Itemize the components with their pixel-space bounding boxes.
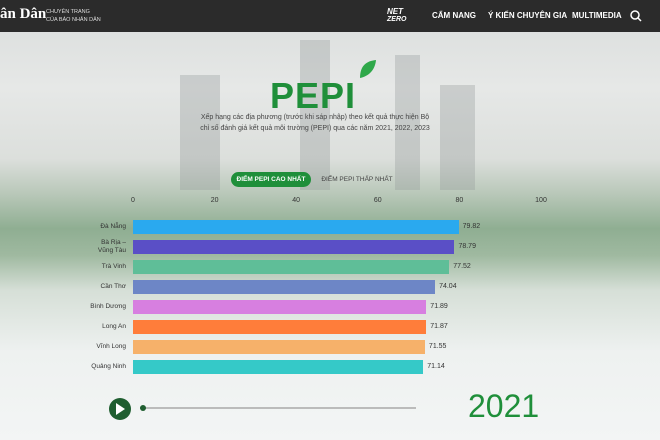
value-label: 77.52 (453, 263, 471, 270)
bar (133, 300, 427, 314)
category-label: Cần Thơ (100, 283, 126, 290)
nav-item[interactable]: MULTIMEDIA (572, 11, 622, 20)
timeline-handle[interactable] (140, 405, 146, 411)
bar (133, 280, 436, 294)
play-button[interactable] (106, 396, 134, 422)
top-nav: ân Dân CHUYÊN TRANG CỦA BÁO NHÂN DÂN NET… (0, 0, 660, 32)
bar (133, 260, 450, 274)
hero-description: Xếp hạng các địa phương (trước khi sáp n… (200, 114, 430, 132)
x-tick-label: 80 (455, 197, 464, 204)
value-label: 71.87 (430, 323, 448, 330)
value-label: 71.89 (430, 303, 448, 310)
category-label: Long An (102, 323, 126, 330)
x-tick-label: 40 (292, 197, 301, 204)
x-tick-label: 60 (373, 197, 382, 204)
value-label: 71.14 (427, 363, 445, 370)
x-tick-label: 20 (210, 197, 219, 204)
hero-title: PEPI (270, 75, 357, 116)
value-label: 78.79 (458, 243, 476, 250)
leaf-icon (360, 60, 376, 78)
bar (133, 340, 425, 354)
value-label: 79.82 (462, 223, 481, 230)
bar (133, 360, 424, 374)
bg-building (300, 40, 330, 190)
bar (133, 220, 459, 234)
logo[interactable]: ân Dân (0, 6, 47, 22)
bg-building (395, 55, 420, 190)
tagline: CỦA BÁO NHÂN DÂN (46, 17, 101, 23)
year-label: 2021 (468, 388, 540, 424)
category-label: Vĩnh Long (96, 343, 126, 350)
nav-item[interactable]: CẨM NANG (432, 11, 476, 20)
timeline-track (140, 407, 416, 409)
search-icon[interactable] (629, 9, 643, 23)
tab[interactable]: ĐIỂM PEPI THẤP NHẤT (321, 176, 393, 183)
bg-building (440, 85, 475, 190)
category-label: Trà Vinh (101, 263, 126, 270)
tagline: CHUYÊN TRANG (46, 9, 90, 15)
bar (133, 240, 455, 254)
category-label: Bình Dương (90, 303, 126, 310)
netzero-logo[interactable]: NET (387, 7, 403, 16)
nav-item[interactable]: Ý KIẾN CHUYÊN GIA (488, 11, 568, 20)
bg-building (180, 75, 220, 190)
netzero-logo[interactable]: ZERO (387, 16, 407, 23)
bar (133, 320, 427, 334)
category-label: Bà Rịa – Vũng Tàu (97, 239, 126, 254)
category-label: Đà Nẵng (100, 223, 126, 230)
x-tick-label: 100 (535, 197, 547, 204)
tab-active[interactable]: ĐIỂM PEPI CAO NHẤT (231, 172, 311, 187)
x-tick-label: 0 (131, 197, 135, 204)
value-label: 74.04 (439, 283, 457, 290)
category-label: Quảng Ninh (91, 363, 126, 370)
value-label: 71.55 (428, 343, 447, 350)
